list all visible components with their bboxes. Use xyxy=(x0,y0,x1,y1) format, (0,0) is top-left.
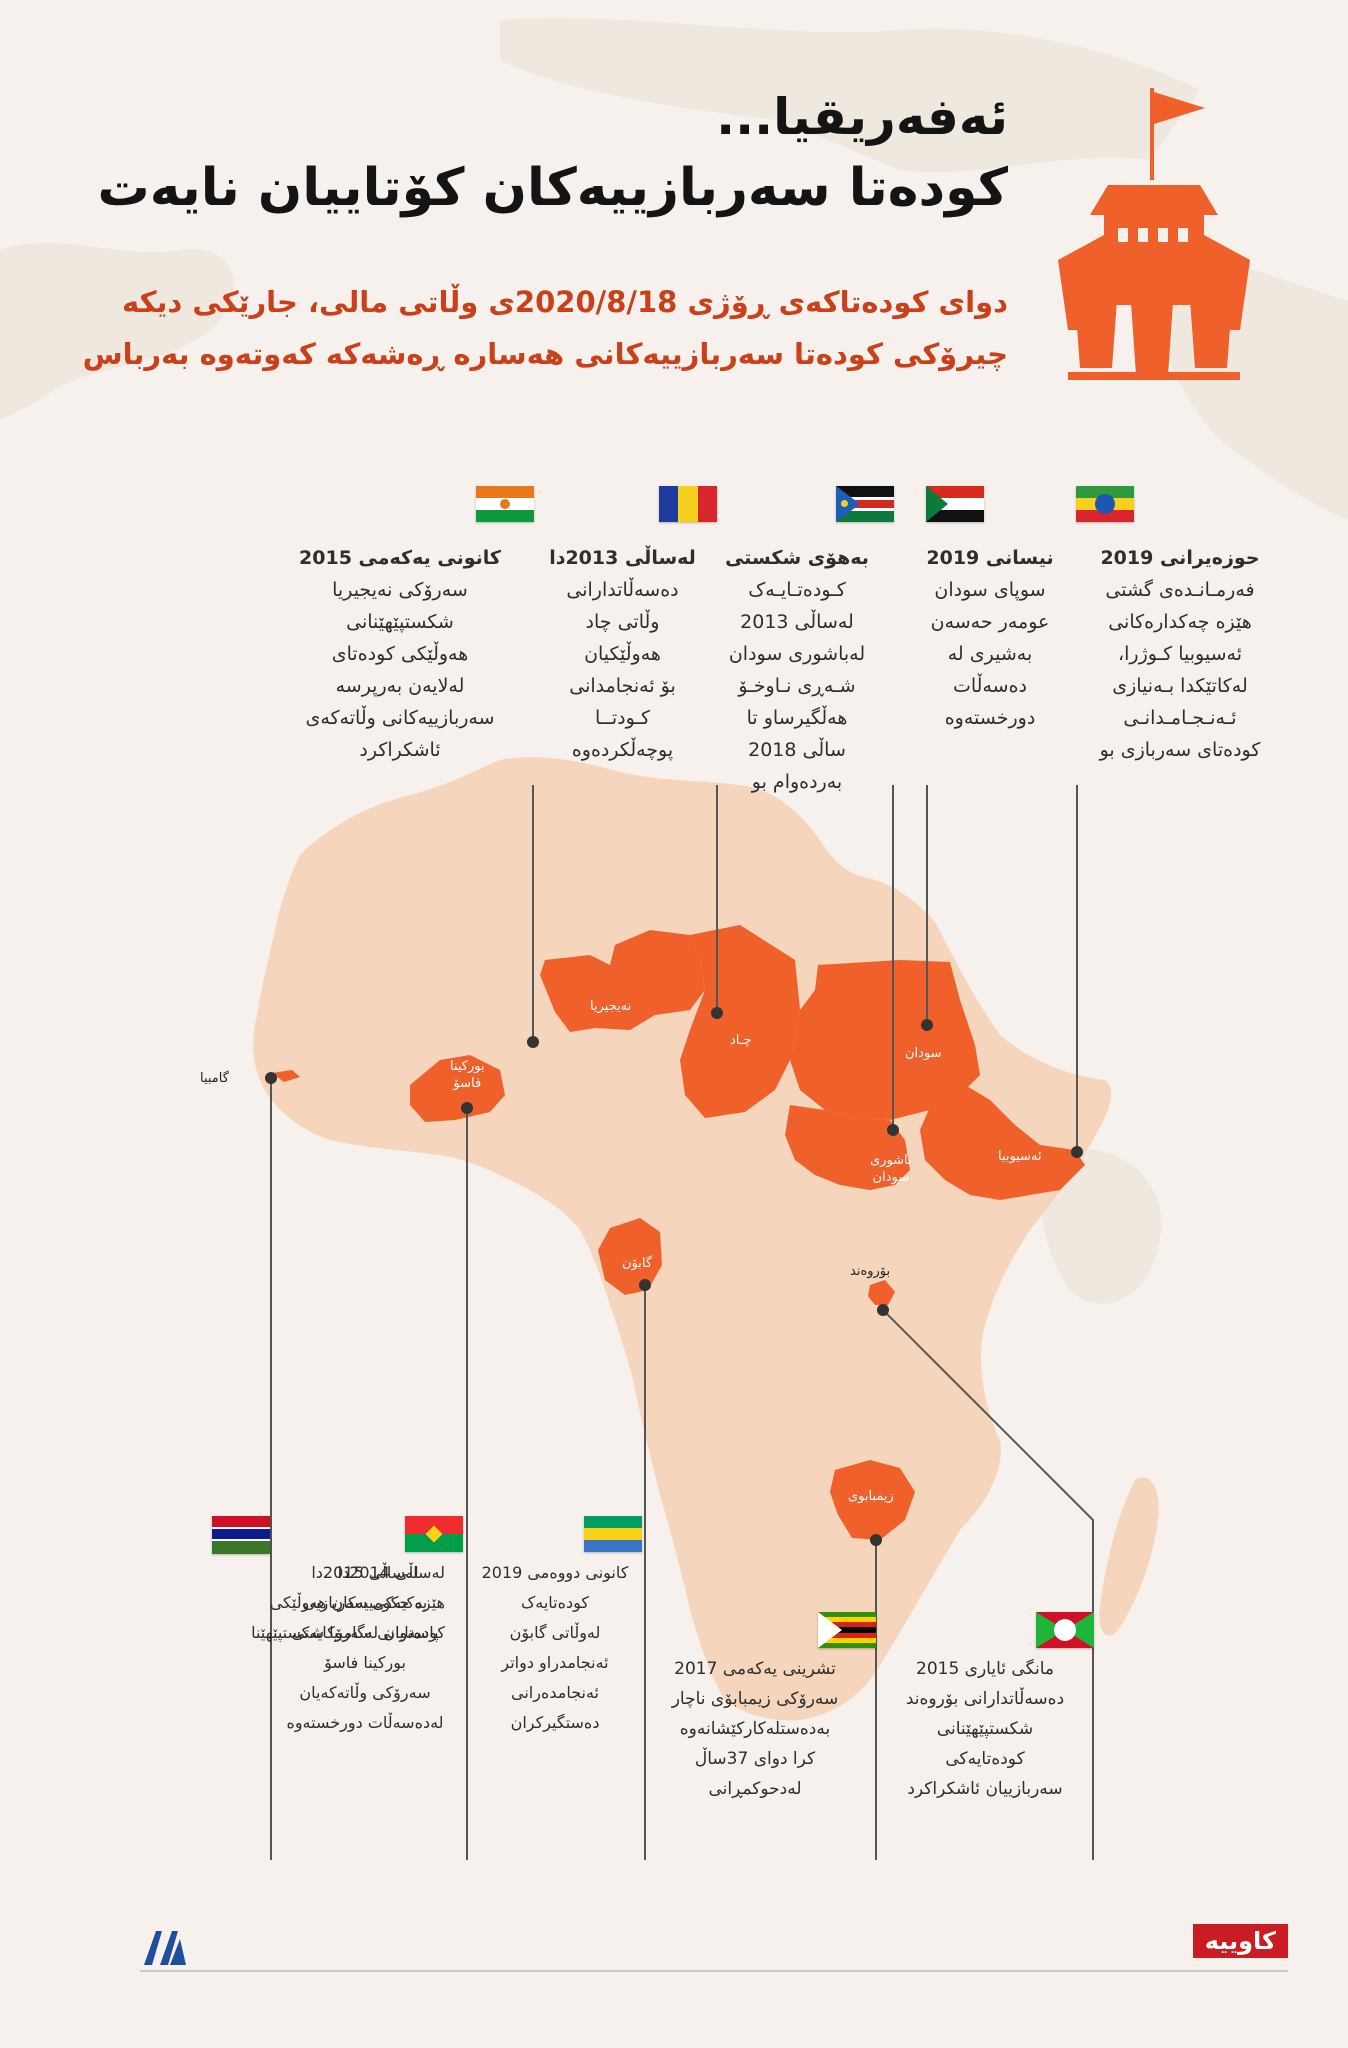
flag-ethiopia-icon xyxy=(1076,486,1134,522)
aa-logo-icon: AA xyxy=(144,1931,186,1965)
map-gabon xyxy=(598,1218,662,1295)
event-zimbabwe: تشرینی یەکەمی 2017 سەرۆکی زیمبابۆی ناچار… xyxy=(671,1659,839,1799)
map-burkina xyxy=(410,1055,505,1122)
event-south-sudan: بەهۆی شکستی کـودەتـایـەک لەساڵی 2013 لەب… xyxy=(725,547,869,793)
page-title-line1: ئەفەریقیا... xyxy=(716,88,1008,146)
map-burundi xyxy=(868,1280,895,1305)
map-gambia xyxy=(272,1070,300,1082)
event-chad: لەساڵی 2013دا دەسەڵاتدارانی وڵاتی چاد هە… xyxy=(549,547,696,761)
madagascar xyxy=(1099,1477,1159,1636)
page-title-line2: کودەتا سەربازییەکان کۆتاییان نایەت xyxy=(97,158,1008,218)
map-label-burundi: بۆروەند xyxy=(850,1264,891,1279)
connector-dots xyxy=(265,1007,1083,1546)
event-niger: کانونی یەکەمی 2015 سەرۆکی نەیجیریا شکستپ… xyxy=(299,547,501,761)
flag-south-sudan-icon xyxy=(836,486,894,522)
highlighted-countries xyxy=(272,925,1085,1540)
map-ethiopia xyxy=(920,1085,1085,1200)
page-subtitle-line1: دوای کودەتاکەی ڕۆژی 2020/8/18ی وڵاتی مال… xyxy=(122,285,1008,319)
flag-gabon-icon xyxy=(584,1516,642,1552)
kawiya-brand-logo: کاوییە xyxy=(1192,1924,1288,1958)
map-label-zimbabwe: زیمبابوی xyxy=(848,1489,894,1504)
event-sudan: نیسانی 2019 سوپای سودان عومەر حەسەن بەشی… xyxy=(926,547,1054,729)
flag-burkina-faso-icon xyxy=(405,1516,463,1552)
footer-divider xyxy=(140,1970,1288,1972)
map-label-chad: چـاد xyxy=(730,1033,752,1048)
flag-zimbabwe-icon xyxy=(818,1612,876,1648)
event-burundi: مانگی ئایاری 2015 دەسەڵاتدارانی بۆروەند … xyxy=(905,1659,1065,1799)
map-label-ethiopia: ئەسیوبیا xyxy=(998,1149,1042,1164)
flag-niger-icon xyxy=(476,486,534,522)
flag-gambia-icon xyxy=(212,1516,270,1554)
flag-chad-icon xyxy=(659,486,717,522)
event-burkina-faso: لەساڵی 2015دا یەکیەکی سەربازیی پاسەوانی … xyxy=(286,1563,444,1732)
map-chad xyxy=(680,925,800,1118)
map-zimbabwe xyxy=(830,1460,915,1540)
flag-burundi-icon xyxy=(1036,1612,1094,1648)
page-subtitle-line2: چیرۆکی کودەتا سەربازییەکانی هەسارە ڕەشەک… xyxy=(82,337,1008,371)
map-niger xyxy=(540,930,705,1032)
event-gabon: کانونی دووەمی 2019 کودەتایەک لەوڵاتی گاب… xyxy=(481,1563,629,1732)
map-label-burkina: بورکینا فاسۆ xyxy=(450,1059,485,1091)
map-label-gambia: گامبیا xyxy=(200,1071,229,1086)
map-label-niger: نەیجیریا xyxy=(590,999,632,1014)
connector-lines xyxy=(270,785,1094,1860)
anadolu-agency-logo: AA xyxy=(140,1925,190,1969)
map-sudan xyxy=(790,960,980,1120)
map-label-sudan: سودان xyxy=(905,1046,942,1061)
event-gambia: لەساڵی 2014دا هێزە حکومییەکان هەوڵێکی کو… xyxy=(251,1563,445,1642)
flag-sudan-icon xyxy=(926,486,984,522)
map-south-sudan xyxy=(785,1105,910,1190)
map-label-gabon: گابۆن xyxy=(622,1256,653,1271)
castle-windows xyxy=(1118,228,1188,242)
event-ethiopia: حوزەیرانی 2019 فەرمـانـدەی گشتی هێزە چەک… xyxy=(1099,547,1261,761)
svg-text:AA: AA xyxy=(164,1948,166,1951)
map-label-south-sudan: باشوری سودان xyxy=(870,1153,912,1185)
